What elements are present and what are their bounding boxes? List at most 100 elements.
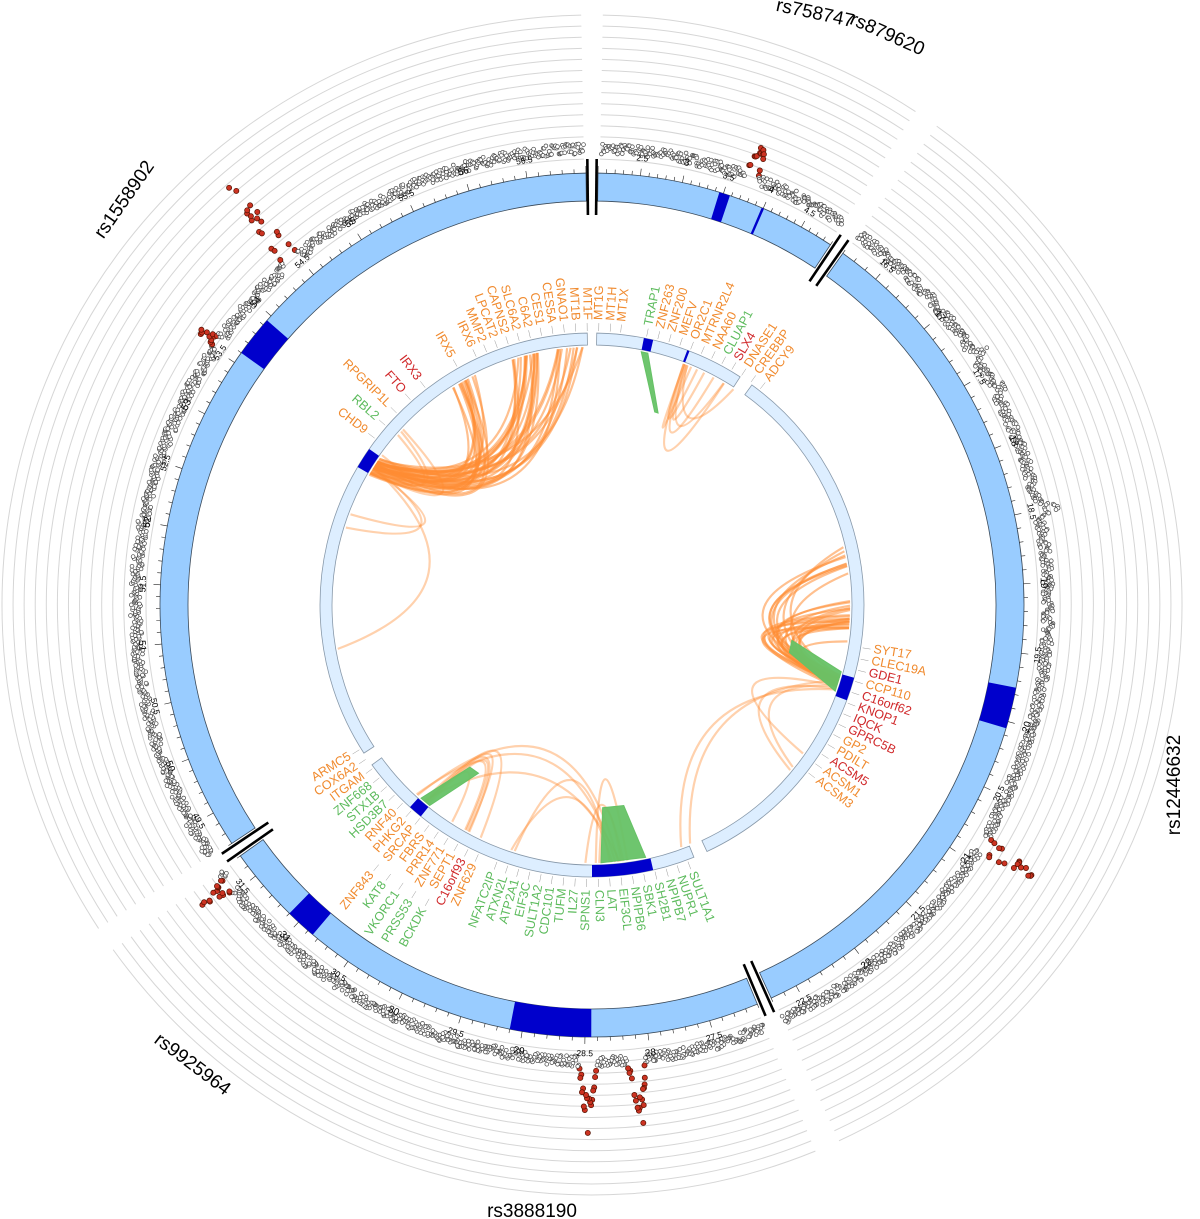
snp-point <box>306 961 312 966</box>
snp-point <box>638 144 644 150</box>
significant-snp-point <box>201 899 208 906</box>
snp-point <box>277 942 283 948</box>
snp-point <box>444 166 449 171</box>
snp-point <box>925 905 931 910</box>
snp-point <box>651 1058 656 1063</box>
snp-point <box>827 217 832 223</box>
snp-point <box>194 368 200 374</box>
snp-point <box>339 987 345 993</box>
snp-point <box>575 1064 580 1069</box>
snp-point <box>262 277 267 283</box>
snp-point <box>994 401 999 406</box>
tick-mark <box>994 445 1002 449</box>
tick-mark <box>684 1026 687 1031</box>
snp-point <box>151 493 156 499</box>
gene-connector <box>411 891 417 899</box>
ideogram-locus <box>979 682 1017 729</box>
tick-mark <box>1011 500 1016 502</box>
snp-point <box>1003 386 1008 392</box>
gene-connector <box>380 786 387 793</box>
tick-mark <box>709 1020 712 1028</box>
snp-point <box>321 977 326 982</box>
significant-snp-point <box>986 854 993 861</box>
snp-point <box>1042 648 1048 654</box>
tick-mark <box>842 249 846 254</box>
tick-mark <box>830 241 833 245</box>
snp-point <box>891 266 896 272</box>
snp-point <box>863 971 869 977</box>
snp-point <box>831 983 836 989</box>
significant-snp-point <box>285 241 292 248</box>
significant-snp-point <box>247 213 254 220</box>
tick-mark <box>983 420 988 423</box>
snp-point <box>451 162 456 168</box>
tick-mark <box>1021 653 1029 655</box>
grid-ring <box>122 943 811 1185</box>
snp-point <box>1022 476 1028 481</box>
snp-point <box>841 980 847 986</box>
snp-label: rs879620 <box>847 9 928 60</box>
snp-point <box>974 349 979 355</box>
gene-connector <box>424 825 430 832</box>
snp-point <box>604 148 610 153</box>
snp-point <box>1028 459 1034 464</box>
tick-mark <box>514 175 516 180</box>
snp-point <box>687 155 693 161</box>
tick-mark <box>181 758 189 762</box>
tick-mark <box>673 176 676 181</box>
tick-mark <box>672 1029 674 1034</box>
snp-point <box>1005 402 1010 407</box>
snp-point <box>497 157 502 163</box>
snp-point <box>980 351 986 356</box>
snp-point <box>992 818 997 824</box>
snp-point <box>418 1030 423 1036</box>
snp-point <box>1003 421 1008 427</box>
snp-point <box>985 380 990 385</box>
tick-mark <box>957 835 961 839</box>
snp-point <box>678 151 684 157</box>
snp-point <box>128 613 133 618</box>
snp-point <box>140 672 145 678</box>
tick-mark <box>252 331 256 335</box>
snp-point <box>549 1060 555 1065</box>
tick-mark <box>815 232 819 236</box>
tick-mark <box>244 865 248 869</box>
snp-point <box>928 303 933 308</box>
tick-mark <box>275 304 280 308</box>
tick-mark <box>277 904 281 908</box>
tick-mark <box>770 997 774 1002</box>
snp-point <box>737 1030 743 1035</box>
tick-mark <box>964 381 971 387</box>
tick-mark <box>433 198 436 203</box>
snp-point <box>139 684 145 690</box>
snp-point <box>345 988 350 993</box>
gene-connector <box>676 865 680 874</box>
tick-mark <box>983 786 991 790</box>
snp-point <box>645 145 651 150</box>
snp-point <box>1038 650 1044 655</box>
snp-point <box>1033 498 1038 504</box>
snp-point <box>1039 673 1045 678</box>
tick-mark <box>198 410 205 415</box>
break-line <box>594 159 598 216</box>
gene-label: CLN3 <box>592 890 607 922</box>
tick-mark <box>435 1008 438 1013</box>
grid-ring <box>600 125 856 205</box>
tick-mark <box>204 802 208 805</box>
gene-connector <box>390 407 397 414</box>
tick-mark <box>924 324 930 330</box>
significant-snp-point <box>628 1075 635 1082</box>
snp-point <box>175 407 180 413</box>
snp-point <box>911 922 917 927</box>
tick-mark <box>723 186 726 194</box>
snp-point <box>797 199 802 204</box>
snp-point <box>543 143 549 149</box>
grid-ring <box>112 125 584 869</box>
tick-mark <box>160 524 168 527</box>
snp-point <box>630 144 635 150</box>
green-interaction-link <box>640 351 659 414</box>
gene-connector <box>646 328 649 337</box>
tick-mark <box>682 175 685 183</box>
tick-mark <box>508 1029 511 1034</box>
snp-point <box>224 870 229 876</box>
